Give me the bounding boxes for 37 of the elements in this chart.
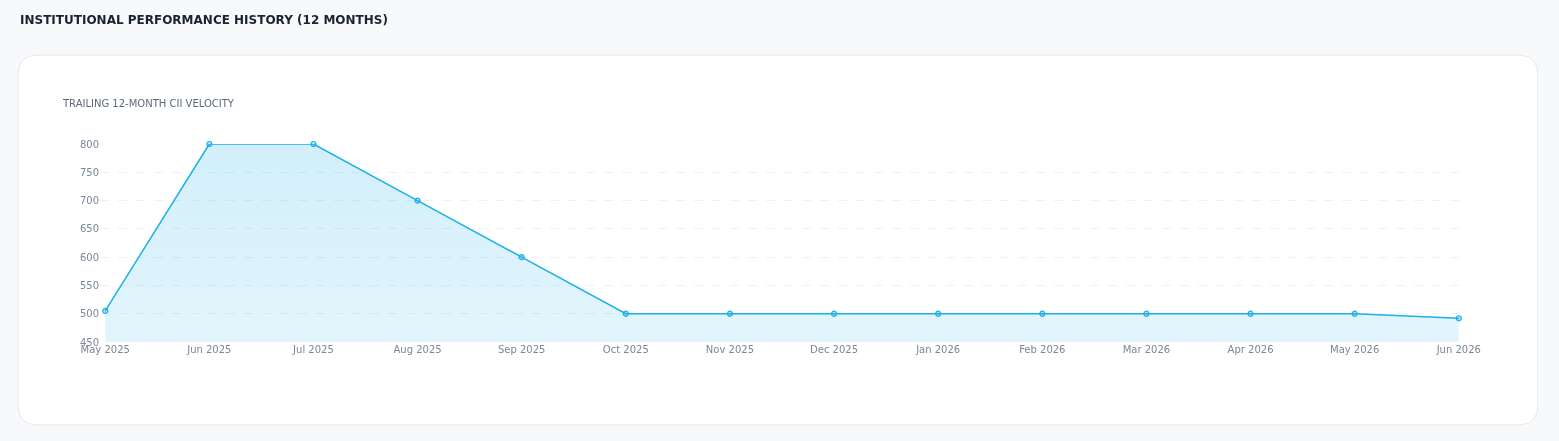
point bbox=[1247, 310, 1254, 317]
y-tick-label: 750 bbox=[79, 166, 99, 178]
point bbox=[310, 140, 317, 148]
point bbox=[518, 254, 525, 261]
point bbox=[726, 310, 734, 317]
x-tick-label: Oct 2025 bbox=[602, 344, 649, 355]
x-tick-label: May 2026 bbox=[1330, 344, 1380, 355]
y-tick-label: 550 bbox=[79, 279, 99, 291]
x-tick-label: Jun 2026 bbox=[1435, 344, 1481, 355]
chart-title: INSTITUTIONAL PERFORMANCE HISTORY (12 MONTHS) bbox=[20, 13, 388, 27]
point bbox=[935, 310, 942, 317]
x-tick-label: Jul 2025 bbox=[292, 344, 334, 355]
point bbox=[414, 197, 421, 204]
x-tick-label: May 2025 bbox=[80, 344, 130, 355]
point bbox=[1039, 310, 1046, 317]
y-tick-label: 600 bbox=[79, 251, 99, 263]
point bbox=[206, 140, 213, 148]
point bbox=[622, 310, 629, 317]
x-tick-label: Sep 2025 bbox=[497, 344, 546, 355]
y-tick-label: 700 bbox=[79, 195, 99, 207]
point bbox=[830, 310, 838, 317]
point bbox=[1143, 310, 1150, 317]
y-tick-label: 800 bbox=[79, 138, 99, 150]
point bbox=[102, 307, 109, 314]
x-tick-label: Apr 2026 bbox=[1227, 344, 1274, 355]
x-tick-label: Dec 2025 bbox=[810, 344, 859, 355]
y-tick-label: 650 bbox=[79, 223, 99, 235]
x-tick-label: Jan 2026 bbox=[915, 344, 961, 355]
x-tick-label: Nov 2025 bbox=[705, 344, 755, 355]
x-tick-label: Mar 2026 bbox=[1122, 344, 1171, 355]
x-tick-label: Feb 2026 bbox=[1019, 344, 1066, 355]
point bbox=[1455, 315, 1462, 322]
point bbox=[1351, 310, 1358, 317]
x-tick-label: Aug 2025 bbox=[393, 344, 442, 355]
x-tick-label: Jun 2025 bbox=[186, 344, 232, 355]
chart-subtitle: TRAILING 12-MONTH CII VELOCITY bbox=[62, 98, 235, 109]
y-tick-label: 500 bbox=[79, 308, 99, 320]
